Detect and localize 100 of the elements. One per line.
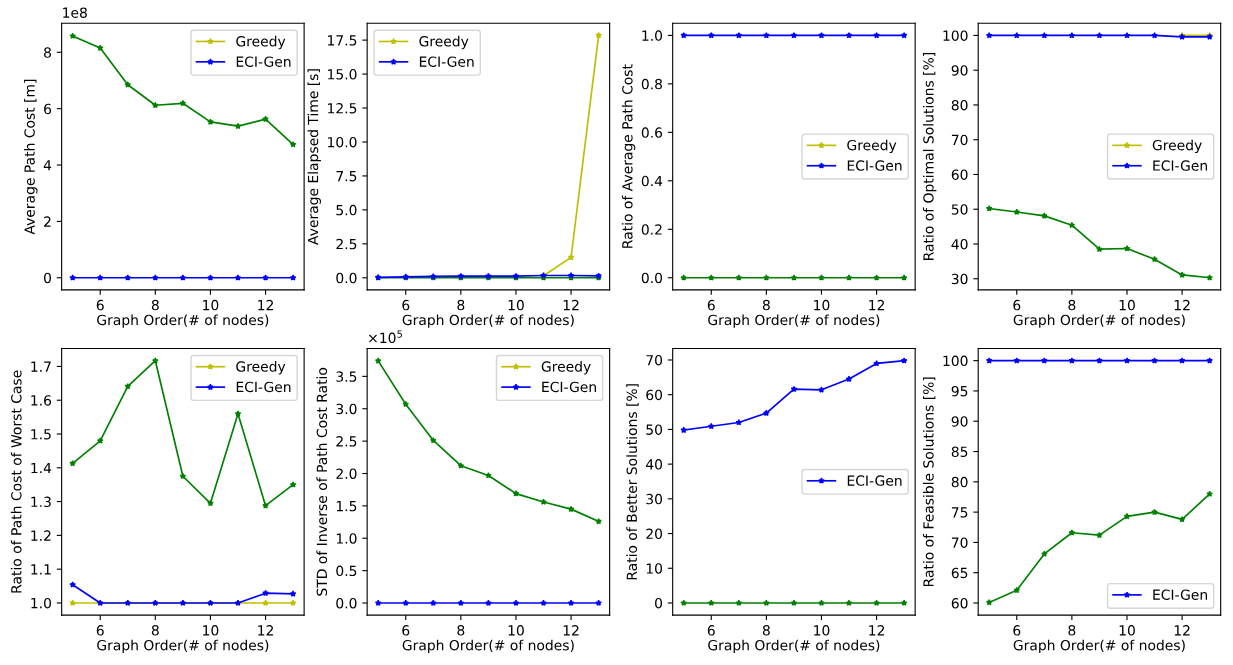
y-tick-label: 0 xyxy=(44,272,52,284)
legend-label: Greedy xyxy=(1152,139,1202,154)
y-axis-title: Ratio of Optimal Solutions [%] xyxy=(922,53,937,260)
y-tick-label: 0.5 xyxy=(336,565,357,577)
x-tick-label: 8 xyxy=(457,625,465,636)
y-tick-label: 2.5 xyxy=(336,436,357,447)
y-tick-label: 12.5 xyxy=(328,102,357,114)
legend-label: ECI-Gen xyxy=(419,56,474,67)
y-tick-label: 95 xyxy=(951,385,968,397)
x-tick-label: 8 xyxy=(762,299,770,311)
x-tick-label: 12 xyxy=(869,299,885,311)
x-tick-label: 8 xyxy=(1068,299,1076,311)
x-tick-label: 10 xyxy=(814,625,830,636)
x-tick-label: 8 xyxy=(151,625,159,636)
y-tick-label: 1.0 xyxy=(642,30,663,41)
y-tick-label: 1.2 xyxy=(31,530,51,541)
text: 1e8 xyxy=(63,7,87,18)
x-tick-label: 10 xyxy=(1119,625,1135,636)
legend-label: Greedy xyxy=(419,35,469,50)
x-tick-label: 10 xyxy=(814,299,830,311)
legend-label: Greedy xyxy=(541,361,591,375)
y-tick-label: 17.5 xyxy=(328,35,357,46)
y-tick-label: 5.0 xyxy=(336,204,357,216)
x-tick-label: 6 xyxy=(402,299,410,311)
x-tick-label: 10 xyxy=(203,625,219,636)
y-tick-label: 0 xyxy=(655,597,663,609)
x-axis-title: Graph Order(# of nodes) xyxy=(97,314,269,328)
y-tick-label: 1.0 xyxy=(336,533,357,544)
y-tick-label: 0.0 xyxy=(336,597,357,609)
y-tick-label: 8 xyxy=(44,47,51,58)
legend-label: ECI-Gen xyxy=(847,475,902,486)
y-tick-label: 1.4 xyxy=(31,462,52,474)
x-tick-label: 6 xyxy=(96,625,104,636)
x-axis-title: Graph Order(# of nodes) xyxy=(708,639,880,654)
y-axis-title: Average Path Cost [m] xyxy=(24,79,38,235)
x-axis-title: Graph Order(# of nodes) xyxy=(402,314,574,328)
y-tick-label: 40 xyxy=(645,459,663,470)
y-tick-label: 85 xyxy=(951,446,968,457)
y-tick-label: 0.4 xyxy=(641,175,663,187)
y-tick-label: 60 xyxy=(951,169,968,180)
y-tick-label: 1.0 xyxy=(31,597,52,609)
legend-label: ECI-Gen xyxy=(847,160,902,171)
y-tick-label: 90 xyxy=(951,65,968,76)
y-tick-label: 50 xyxy=(951,204,968,215)
y-axis-title: STD of Inverse of Path Cost Ratio xyxy=(316,367,328,596)
y-tick-label: 1.5 xyxy=(31,429,51,440)
y-tick-label: 100 xyxy=(943,355,968,367)
y-tick-label: 1.5 xyxy=(336,501,357,512)
y-tick-label: 3.0 xyxy=(336,403,357,415)
y-tick-label: 10 xyxy=(646,563,663,574)
x-tick-label: 12 xyxy=(258,625,273,636)
y-tick-label: 75 xyxy=(951,507,968,518)
y-tick-label: 70 xyxy=(646,354,663,366)
y-tick-label: 30 xyxy=(646,493,663,505)
y-tick-label: 15.0 xyxy=(328,69,357,80)
x-tick-label: 12 xyxy=(1174,625,1190,636)
x-tick-label: 12 xyxy=(258,299,273,311)
y-tick-label: 4 xyxy=(43,160,52,171)
legend-label: ECI-Gen xyxy=(236,381,291,393)
x-axis-title: Graph Order(# of nodes) xyxy=(1013,314,1185,328)
x-tick-label: 8 xyxy=(151,299,159,311)
x-tick-label: 10 xyxy=(508,625,524,636)
y-tick-label: 0.2 xyxy=(641,224,662,235)
y-tick-label: 80 xyxy=(951,476,968,488)
y-axis-title: Ratio of Path Cost of Worst Case xyxy=(10,370,22,593)
y-tick-label: 1.1 xyxy=(31,564,51,575)
x-tick-label: 10 xyxy=(1119,299,1135,311)
y-tick-label: 0.6 xyxy=(641,127,663,138)
y-tick-label: 70 xyxy=(951,537,968,548)
x-tick-label: 6 xyxy=(402,625,410,636)
x-tick-label: 6 xyxy=(707,625,715,636)
x-axis-title: Graph Order(# of nodes) xyxy=(97,639,269,654)
x-axis-title: Graph Order(# of nodes) xyxy=(1013,639,1185,654)
y-tick-label: 65 xyxy=(951,567,968,579)
y-tick-label: 70 xyxy=(951,134,968,146)
x-tick-label: 6 xyxy=(96,299,104,311)
y-axis-title: Ratio of Average Path Cost xyxy=(621,64,636,248)
y-tick-label: 6 xyxy=(44,103,52,115)
y-tick-label: 90 xyxy=(951,416,968,427)
y-tick-label: 1.6 xyxy=(31,395,52,406)
legend-label: ECI-Gen xyxy=(1153,160,1207,171)
y-tick-label: 0.0 xyxy=(336,272,357,284)
y-tick-label: 80 xyxy=(951,99,968,111)
y-tick-label: 2.0 xyxy=(336,468,357,479)
y-tick-label: 2 xyxy=(44,216,51,227)
y-tick-label: 1.7 xyxy=(31,361,51,372)
x-tick-label: 8 xyxy=(457,299,465,311)
x-tick-label: 12 xyxy=(563,625,579,636)
x-tick-label: 8 xyxy=(1068,625,1076,636)
y-tick-label: 7.5 xyxy=(336,171,357,182)
y-tick-label: 2.5 xyxy=(336,238,357,250)
legend-label: ECI-Gen xyxy=(236,56,291,67)
y-tick-label: 30 xyxy=(951,273,968,285)
x-tick-label: 10 xyxy=(508,299,524,311)
legend-label: ECI-Gen xyxy=(1153,589,1207,600)
x-tick-label: 12 xyxy=(563,299,579,311)
y-tick-label: 60 xyxy=(646,389,663,401)
y-tick-label: 3.5 xyxy=(336,371,357,382)
y-tick-label: 10.0 xyxy=(328,136,357,148)
y-axis-title: Average Elapsed Time [s] xyxy=(307,69,321,245)
